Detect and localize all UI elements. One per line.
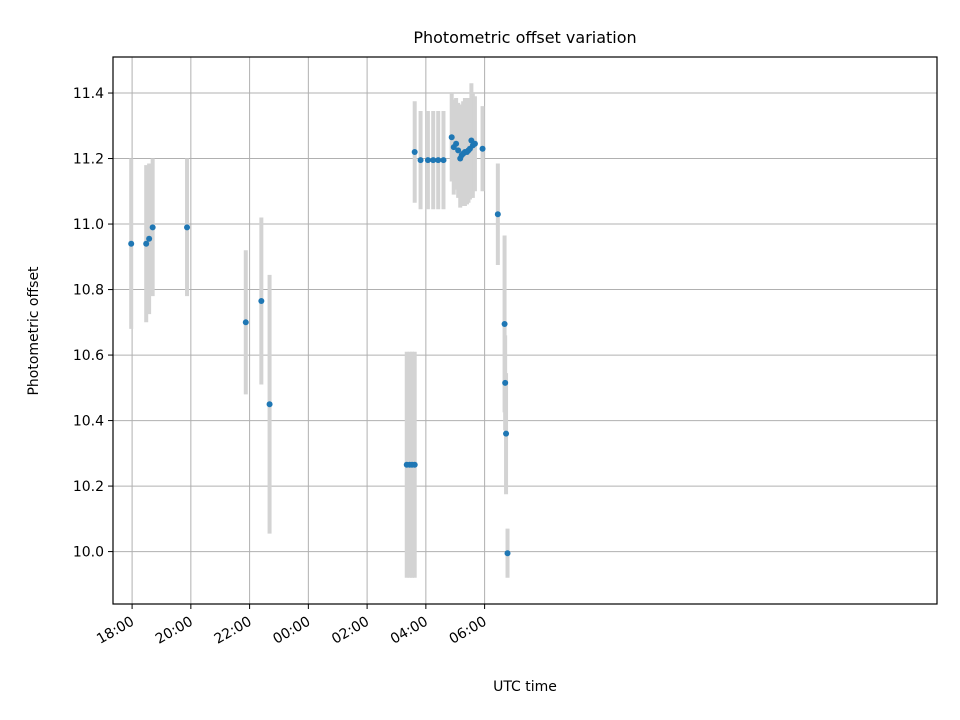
y-tick-label: 11.2 [73, 152, 104, 168]
data-point [417, 157, 424, 164]
data-point [503, 430, 510, 437]
grid [113, 57, 937, 604]
data-point [501, 320, 508, 327]
data-point [128, 240, 135, 247]
y-tick-label: 11.4 [73, 86, 104, 102]
data-point [184, 224, 191, 231]
data-point [435, 157, 442, 164]
data-point [143, 240, 150, 247]
chart-title: Photometric offset variation [413, 28, 636, 47]
y-tick-label: 10.0 [73, 545, 104, 561]
data-point [411, 148, 418, 155]
y-axis: 10.0 10.2 10.4 10.6 10.8 11.0 11.2 11.4 [73, 86, 113, 561]
plot-frame [112, 56, 938, 605]
y-tick-label: 10.6 [73, 348, 104, 364]
data-point [504, 550, 511, 557]
data-point [471, 140, 478, 147]
data-point [146, 235, 153, 242]
y-tick-label: 10.8 [73, 283, 104, 299]
data-point [440, 157, 447, 164]
data-point [455, 147, 462, 154]
data-point [424, 157, 431, 164]
data-point [266, 401, 273, 408]
data-point [479, 145, 486, 152]
data-point [494, 211, 501, 218]
data-point [453, 140, 460, 147]
data-point [411, 461, 418, 468]
data-point [258, 298, 265, 305]
y-tick-label: 10.2 [73, 479, 104, 495]
data-point [149, 224, 156, 231]
data-point [502, 379, 509, 386]
data-point [242, 319, 249, 326]
y-tick-label: 11.0 [73, 217, 104, 233]
data-point [448, 134, 455, 141]
data-point [430, 157, 437, 164]
data-points [128, 134, 511, 557]
y-tick-label: 10.4 [73, 414, 104, 430]
x-axis-label: UTC time [493, 679, 557, 695]
y-axis-label: Photometric offset [26, 266, 42, 396]
